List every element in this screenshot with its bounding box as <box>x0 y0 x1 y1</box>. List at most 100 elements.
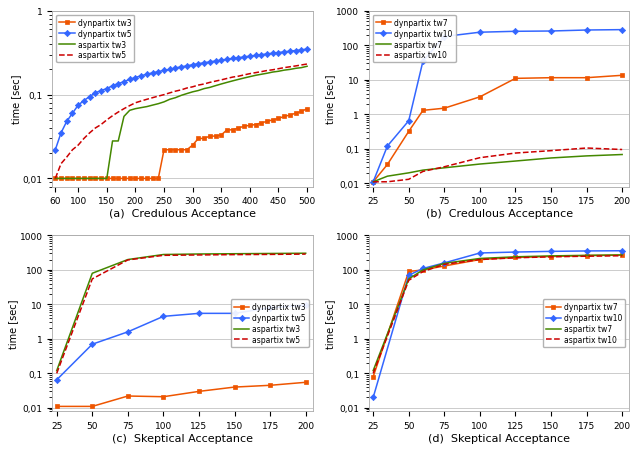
aspartix tw7 <box>476 256 484 262</box>
dynpartix tw7 <box>476 95 484 100</box>
dynpartix tw10 <box>511 29 519 35</box>
aspartix tw7 <box>583 154 591 159</box>
aspartix tw3 <box>148 103 156 109</box>
dynpartix tw3 <box>53 404 61 409</box>
aspartix tw7 <box>547 156 555 161</box>
dynpartix tw5 <box>206 60 214 65</box>
aspartix tw10 <box>476 156 484 161</box>
aspartix tw7 <box>405 276 413 282</box>
dynpartix tw7 <box>369 374 377 380</box>
aspartix tw5 <box>166 91 173 97</box>
aspartix tw10 <box>440 262 448 267</box>
aspartix tw7 <box>511 159 519 164</box>
dynpartix tw7 <box>583 253 591 259</box>
dynpartix tw5 <box>189 63 196 68</box>
Y-axis label: time [sec]: time [sec] <box>12 75 21 124</box>
dynpartix tw3 <box>143 176 150 182</box>
dynpartix tw5 <box>63 120 70 125</box>
aspartix tw5 <box>148 96 156 101</box>
dynpartix tw5 <box>252 54 259 59</box>
aspartix tw3 <box>298 66 305 71</box>
aspartix tw5 <box>223 77 231 82</box>
dynpartix tw3 <box>97 176 105 182</box>
dynpartix tw3 <box>80 176 88 182</box>
dynpartix tw3 <box>292 111 300 117</box>
dynpartix tw5 <box>195 62 202 67</box>
aspartix tw3 <box>154 102 162 107</box>
aspartix tw10 <box>419 269 427 275</box>
X-axis label: (d)  Skeptical Acceptance: (d) Skeptical Acceptance <box>428 433 570 443</box>
aspartix tw3 <box>51 176 59 182</box>
dynpartix tw7 <box>383 162 391 168</box>
dynpartix tw3 <box>166 147 173 153</box>
aspartix tw10 <box>511 256 519 261</box>
dynpartix tw3 <box>68 176 76 182</box>
dynpartix tw5 <box>172 66 179 72</box>
dynpartix tw7 <box>547 254 555 260</box>
aspartix tw3 <box>166 97 173 103</box>
Legend: dynpartix tw7, dynpartix tw10, aspartix tw7, aspartix tw10: dynpartix tw7, dynpartix tw10, aspartix … <box>543 300 625 347</box>
dynpartix tw10 <box>583 28 591 34</box>
aspartix tw10 <box>583 254 591 259</box>
aspartix tw3 <box>183 92 191 97</box>
dynpartix tw7 <box>405 129 413 135</box>
Y-axis label: time [sec]: time [sec] <box>325 75 335 124</box>
dynpartix tw10 <box>618 249 626 254</box>
aspartix tw3 <box>74 176 82 182</box>
dynpartix tw5 <box>229 57 237 62</box>
aspartix tw5 <box>235 74 243 80</box>
Line: dynpartix tw10: dynpartix tw10 <box>371 28 625 184</box>
aspartix tw10 <box>618 147 626 153</box>
aspartix tw5 <box>246 72 253 77</box>
aspartix tw3 <box>160 100 168 106</box>
dynpartix tw7 <box>511 77 519 82</box>
aspartix tw3 <box>124 257 132 262</box>
aspartix tw7 <box>583 253 591 258</box>
aspartix tw5 <box>266 252 274 258</box>
aspartix tw5 <box>263 69 271 74</box>
dynpartix tw3 <box>148 176 156 182</box>
aspartix tw3 <box>132 107 140 112</box>
dynpartix tw3 <box>183 147 191 153</box>
dynpartix tw7 <box>419 267 427 273</box>
dynpartix tw3 <box>189 143 196 148</box>
dynpartix tw5 <box>298 48 305 54</box>
aspartix tw7 <box>419 267 427 273</box>
dynpartix tw10 <box>618 28 626 33</box>
aspartix tw3 <box>303 64 311 70</box>
dynpartix tw5 <box>269 51 276 57</box>
aspartix tw5 <box>154 94 162 100</box>
aspartix tw10 <box>419 169 427 175</box>
dynpartix tw3 <box>115 176 122 182</box>
aspartix tw5 <box>269 68 276 74</box>
Line: aspartix tw5: aspartix tw5 <box>55 65 307 179</box>
aspartix tw5 <box>124 258 132 263</box>
aspartix tw3 <box>86 176 93 182</box>
aspartix tw3 <box>120 115 128 120</box>
dynpartix tw5 <box>266 305 274 311</box>
dynpartix tw3 <box>212 134 220 139</box>
dynpartix tw3 <box>154 176 162 182</box>
Line: dynpartix tw5: dynpartix tw5 <box>53 48 309 152</box>
Line: dynpartix tw3: dynpartix tw3 <box>53 107 309 181</box>
dynpartix tw7 <box>583 76 591 81</box>
aspartix tw10 <box>547 149 555 154</box>
aspartix tw3 <box>257 73 265 78</box>
dynpartix tw5 <box>263 52 271 58</box>
aspartix tw7 <box>369 179 377 185</box>
aspartix tw3 <box>177 93 185 99</box>
dynpartix tw5 <box>183 64 191 69</box>
dynpartix tw7 <box>419 108 427 114</box>
dynpartix tw3 <box>57 176 65 182</box>
aspartix tw5 <box>57 161 65 167</box>
aspartix tw3 <box>195 88 202 94</box>
X-axis label: (b)  Credulous Acceptance: (b) Credulous Acceptance <box>426 209 573 219</box>
dynpartix tw5 <box>109 84 116 89</box>
Line: aspartix tw5: aspartix tw5 <box>57 254 306 373</box>
dynpartix tw10 <box>405 119 413 124</box>
aspartix tw3 <box>189 90 196 95</box>
aspartix tw5 <box>218 78 225 83</box>
dynpartix tw7 <box>511 255 519 261</box>
dynpartix tw10 <box>547 29 555 35</box>
aspartix tw5 <box>275 67 282 72</box>
